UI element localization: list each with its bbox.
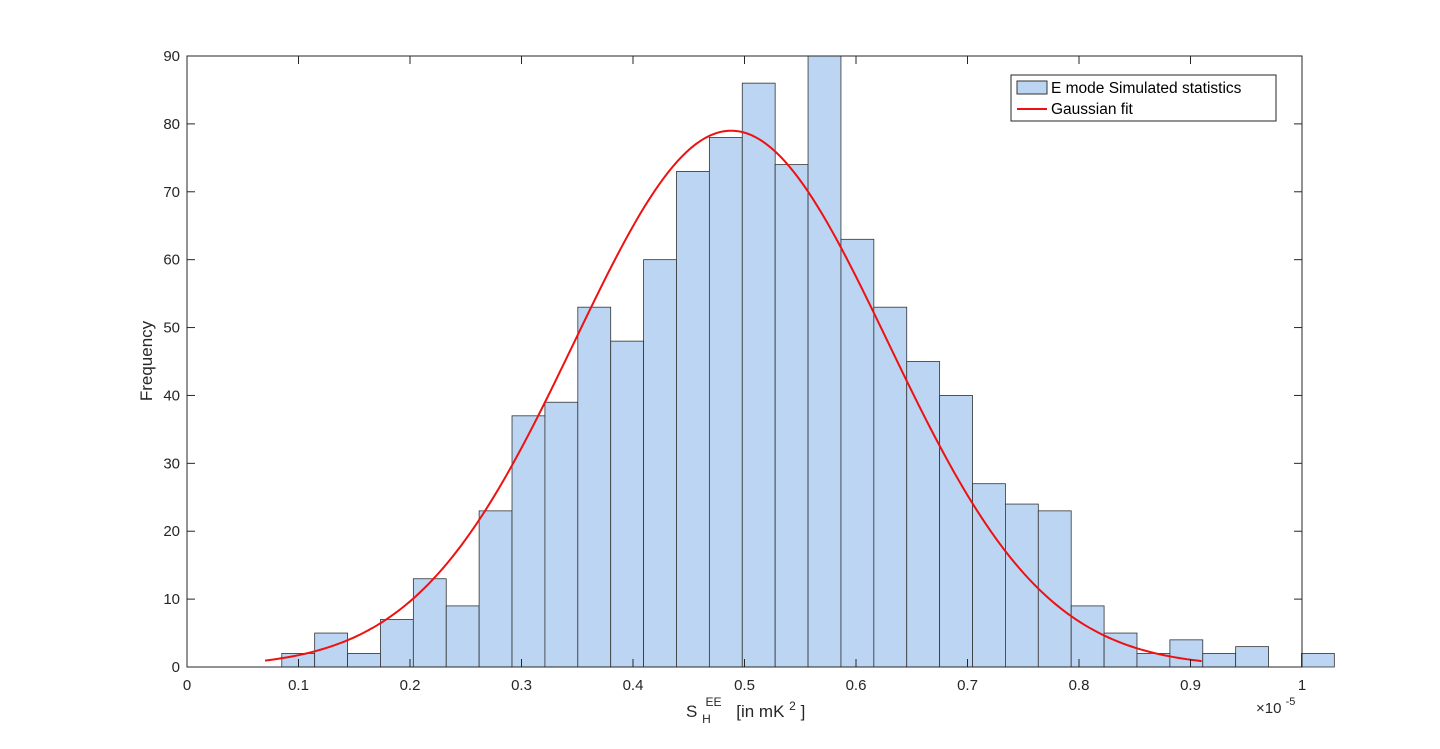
y-tick-label: 50 [163,320,180,337]
histogram-bar [511,415,546,668]
histogram-bar [774,164,809,668]
y-tick-label: 40 [163,387,180,404]
x-tick-label: 1 [1298,677,1306,694]
histogram-bar [412,578,447,668]
histogram-bar [807,55,842,668]
x-label-unit-superscript: 2 [789,699,796,713]
legend-histogram-swatch [1016,80,1048,95]
legend-histogram-label: E mode Simulated statistics [1051,80,1242,97]
histogram-bar [643,259,677,668]
histogram-bar [741,82,776,668]
y-tick-label: 60 [163,252,180,269]
histogram-bar [1005,503,1039,668]
x-tick-labels: 0 0.1 0.2 0.3 0.4 0.5 0.6 0.7 0.8 0.9 1 [183,677,1306,694]
histogram-bar [972,483,1006,668]
histogram-bar [445,605,480,668]
legend-fit-label: Gaussian fit [1051,101,1134,118]
histogram-bar [544,401,579,668]
x-label-unit: [in mK [736,702,785,721]
x-exponent-base: ×10 [1256,700,1281,717]
x-tick-label: 0.4 [623,677,644,694]
histogram-bar [1037,510,1072,668]
histogram-bar [1202,653,1237,668]
histogram-bar [906,361,941,668]
x-tick-label: 0.6 [846,677,867,694]
x-exponent-label: ×10 -5 [1256,696,1295,717]
histogram-bar [1301,653,1335,668]
y-tick-label: 80 [163,116,180,133]
histogram-bars [281,55,1335,668]
x-tick-label: 0 [183,677,191,694]
x-tick-label: 0.9 [1180,677,1201,694]
y-tick-labels: 0 10 20 30 40 50 60 70 80 90 [163,48,180,676]
histogram-bar [873,306,908,668]
x-exponent-power: -5 [1286,696,1296,708]
gaussian-fit-line [264,129,1202,663]
histogram-bar [478,510,513,668]
x-tick-label: 0.2 [400,677,421,694]
histogram-bar [676,171,710,668]
histogram-bar [1070,605,1105,668]
x-tick-label: 0.3 [511,677,532,694]
y-tick-label: 0 [172,659,180,676]
histogram-bar [1169,639,1204,668]
histogram-bar [708,137,743,668]
y-tick-label: 30 [163,455,180,472]
histogram-bar [314,632,348,668]
y-tick-label: 20 [163,523,180,540]
x-label-unit-close: ] [801,702,806,721]
histogram-bar [939,395,973,668]
histogram-bar [840,238,875,668]
legend-box [1010,74,1277,122]
histogram-bar [347,653,381,668]
histogram-bar [577,306,612,668]
legend: E mode Simulated statistics Gaussian fit [1010,74,1277,122]
x-label-subscript: H [702,712,711,726]
histogram-bar [1235,646,1269,668]
x-tick-label: 0.8 [1069,677,1090,694]
y-tick-label: 90 [163,48,180,65]
x-label-symbol: S [686,702,697,721]
y-tick-label: 10 [163,591,180,608]
x-tick-label: 0.1 [288,677,309,694]
y-tick-label: 70 [163,184,180,201]
y-axis-label: Frequency [137,320,156,401]
x-axis-label: S H EE [in mK 2 ] [686,691,805,727]
histogram-bar [380,619,414,668]
x-tick-label: 0.5 [734,677,755,694]
histogram-bar [610,340,644,668]
axes-frame [186,55,1303,668]
x-tick-label: 0.7 [957,677,978,694]
x-label-superscript: EE [705,695,721,709]
